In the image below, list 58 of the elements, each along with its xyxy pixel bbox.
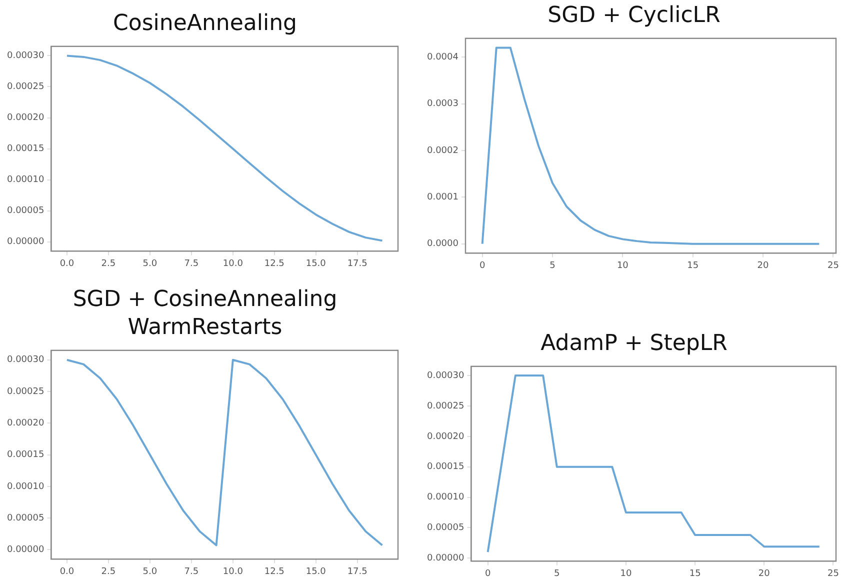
x-tick-label: 17.5 bbox=[347, 258, 368, 269]
x-tick-label: 10 bbox=[620, 568, 632, 579]
x-tick-label: 7.5 bbox=[184, 258, 199, 269]
x-tick-label: 2.5 bbox=[101, 258, 116, 269]
y-tick-label: 0.00005 bbox=[7, 513, 44, 524]
x-tick-label: 10.0 bbox=[222, 566, 244, 577]
x-tick-label: 12.5 bbox=[264, 258, 284, 269]
x-tick-label: 0 bbox=[479, 260, 486, 271]
y-tick-label: 0.0001 bbox=[426, 192, 458, 203]
x-tick-label: 0.0 bbox=[60, 566, 74, 577]
chart-title: SGD + CyclicLR bbox=[546, 2, 722, 30]
y-tick-label: 0.00025 bbox=[427, 401, 464, 412]
y-tick-label: 0.00005 bbox=[427, 523, 464, 534]
chart-title: AdamP + StepLR bbox=[540, 330, 728, 358]
y-tick-label: 0.00010 bbox=[7, 482, 44, 492]
x-tick-label: 15 bbox=[687, 260, 699, 271]
y-tick-label: 0.00030 bbox=[427, 370, 464, 381]
y-tick-label: 0.0000 bbox=[426, 239, 459, 250]
x-tick-label: 0.0 bbox=[60, 258, 74, 269]
y-tick-label: 0.00015 bbox=[7, 450, 44, 460]
x-tick-label: 0 bbox=[484, 568, 491, 579]
y-tick-label: 0.00000 bbox=[7, 545, 44, 556]
y-tick-label: 0.0002 bbox=[426, 146, 458, 156]
y-tick-label: 0.00025 bbox=[7, 386, 44, 397]
y-tick-label: 0.00015 bbox=[427, 462, 464, 472]
chart-title: CosineAnnealing bbox=[112, 10, 298, 38]
x-tick-label: 15.0 bbox=[306, 566, 326, 577]
y-tick-label: 0.00010 bbox=[427, 492, 464, 503]
x-tick-label: 12.5 bbox=[264, 566, 284, 577]
y-tick-label: 0.00010 bbox=[7, 175, 44, 186]
y-tick-label: 0.00000 bbox=[7, 237, 44, 248]
x-tick-label: 20 bbox=[758, 568, 770, 579]
x-tick-label: 5.0 bbox=[142, 566, 158, 577]
y-tick-label: 0.0003 bbox=[426, 99, 458, 110]
y-tick-label: 0.00005 bbox=[7, 206, 44, 216]
x-tick-label: 5.0 bbox=[142, 258, 158, 269]
x-tick-label: 15.0 bbox=[306, 258, 326, 269]
y-tick-label: 0.00020 bbox=[7, 418, 44, 429]
y-tick-label: 0.0004 bbox=[426, 52, 459, 62]
y-tick-label: 0.00015 bbox=[7, 144, 44, 154]
x-tick-label: 5 bbox=[550, 260, 556, 271]
x-tick-label: 25 bbox=[827, 260, 839, 271]
chart-title: SGD + CosineAnnealing WarmRestarts bbox=[72, 286, 338, 342]
x-tick-label: 10.0 bbox=[222, 258, 244, 269]
x-tick-label: 15 bbox=[689, 568, 701, 579]
y-tick-label: 0.00030 bbox=[7, 51, 44, 62]
x-tick-label: 20 bbox=[757, 260, 770, 271]
x-tick-label: 10 bbox=[616, 260, 629, 271]
y-tick-label: 0.00000 bbox=[427, 554, 464, 564]
y-tick-label: 0.00020 bbox=[427, 432, 464, 442]
y-tick-label: 0.00030 bbox=[7, 355, 44, 366]
x-tick-label: 2.5 bbox=[101, 566, 116, 577]
y-tick-label: 0.00020 bbox=[7, 113, 44, 124]
x-tick-label: 25 bbox=[828, 568, 839, 579]
x-tick-label: 5 bbox=[554, 568, 560, 579]
x-tick-label: 7.5 bbox=[184, 566, 199, 577]
x-tick-label: 17.5 bbox=[347, 566, 368, 577]
y-tick-label: 0.00025 bbox=[7, 82, 44, 92]
